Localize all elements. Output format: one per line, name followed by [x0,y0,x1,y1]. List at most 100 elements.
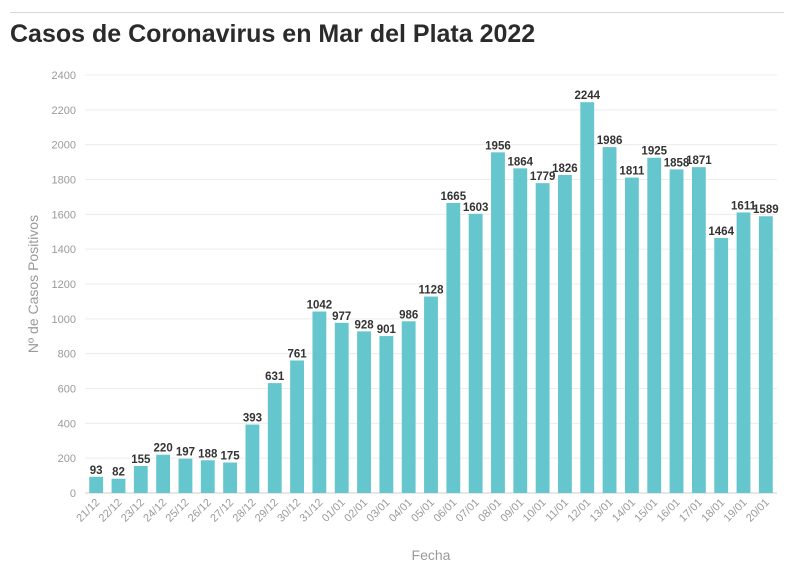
bar [602,147,617,494]
y-tick-label: 1200 [52,279,76,291]
bar [558,174,572,493]
data-label: 631 [265,371,285,383]
x-tick-label: 19/01 [722,497,750,525]
data-label: 197 [176,447,195,459]
bar [290,360,304,493]
bar [468,213,483,493]
bar [580,102,595,494]
x-tick-label: 11/01 [544,497,571,524]
bar [624,177,639,493]
y-tick-label: 400 [58,418,76,430]
x-tick-label: 15/01 [632,497,660,525]
x-tick-label: 21/12 [74,497,102,525]
y-tick-label: 600 [58,384,76,396]
data-label: 393 [243,413,262,425]
bar [513,168,528,493]
data-label: 977 [332,311,351,323]
bar [379,336,394,493]
bar [491,152,505,493]
x-tick-label: 23/12 [119,497,147,525]
y-tick-label: 800 [58,349,76,361]
data-label: 1925 [641,146,667,158]
bar [401,321,416,493]
data-label: 1811 [619,166,645,178]
y-tick-label: 1000 [52,314,76,326]
data-label: 1603 [463,202,489,214]
data-label: 1128 [419,285,445,297]
x-tick-label: 18/01 [699,497,727,525]
x-tick-label: 24/12 [141,497,169,525]
bar [200,460,215,493]
bar [267,383,282,493]
x-axis-ticks: 21/1222/1223/1224/1225/1226/1227/1228/12… [74,497,772,525]
bar [446,203,461,493]
bar [758,216,773,494]
y-tick-label: 2200 [52,105,76,117]
x-tick-label: 12/01 [565,497,593,525]
x-tick-label: 14/01 [610,497,638,525]
data-label: 2244 [574,90,600,102]
x-tick-label: 04/01 [387,497,415,525]
data-label: 82 [112,467,125,479]
data-label: 1665 [441,191,467,203]
x-tick-label: 05/01 [409,497,437,525]
x-tick-label: 30/12 [275,497,303,525]
bar [357,331,371,493]
x-tick-label: 17/01 [677,497,705,525]
bar [156,454,171,493]
y-tick-label: 2000 [52,140,76,152]
y-tick-label: 0 [70,488,76,500]
bar [334,322,349,493]
top-divider [10,12,784,13]
x-tick-label: 22/12 [97,497,125,525]
data-label: 1779 [530,171,556,183]
data-label: 1589 [753,204,779,216]
chart-title: Casos de Coronavirus en Mar del Plata 20… [10,20,536,48]
bar [245,424,260,493]
bar [133,466,148,493]
x-tick-label: 31/12 [298,497,326,525]
x-tick-label: 07/01 [454,497,482,525]
x-tick-label: 08/01 [476,497,504,525]
data-label: 220 [154,443,173,455]
bar [89,476,104,493]
data-label: 1864 [507,156,533,168]
bar [714,238,729,493]
y-tick-label: 200 [58,453,76,465]
data-label: 1871 [686,155,712,167]
x-tick-label: 16/01 [655,497,683,525]
x-tick-label: 29/12 [253,497,281,525]
y-tick-label: 2400 [52,70,76,82]
data-label: 1986 [597,135,623,147]
y-axis-title: Nº de Casos Positivos [25,215,41,353]
data-label: 188 [198,448,218,460]
x-tick-label: 25/12 [164,497,192,525]
data-label: 928 [354,319,374,331]
bar [669,169,684,494]
data-label: 986 [399,309,418,321]
x-tick-label: 26/12 [186,497,214,525]
bar [312,311,327,493]
data-label: 901 [377,324,397,336]
data-label: 93 [90,465,103,477]
x-tick-label: 27/12 [208,497,236,525]
y-tick-label: 1800 [52,175,76,187]
bar [736,212,751,494]
bar [424,296,438,493]
bar [647,157,662,493]
y-axis-ticks: 0 200 400 600 800 1000 1200 1400 1600 1800 2000 220… [52,70,76,500]
data-label: 1611 [731,200,757,212]
y-tick-label: 1600 [52,209,76,221]
bars [89,102,773,494]
y-tick-label: 1400 [52,244,76,256]
data-label: 1826 [552,163,578,175]
data-label: 1858 [664,157,690,169]
x-tick-label: 06/01 [431,497,459,525]
bar [178,458,193,493]
x-tick-label: 28/12 [231,497,259,525]
x-tick-label: 10/01 [521,497,549,525]
x-axis-title: Fecha [412,547,451,563]
x-tick-label: 13/01 [588,497,616,525]
